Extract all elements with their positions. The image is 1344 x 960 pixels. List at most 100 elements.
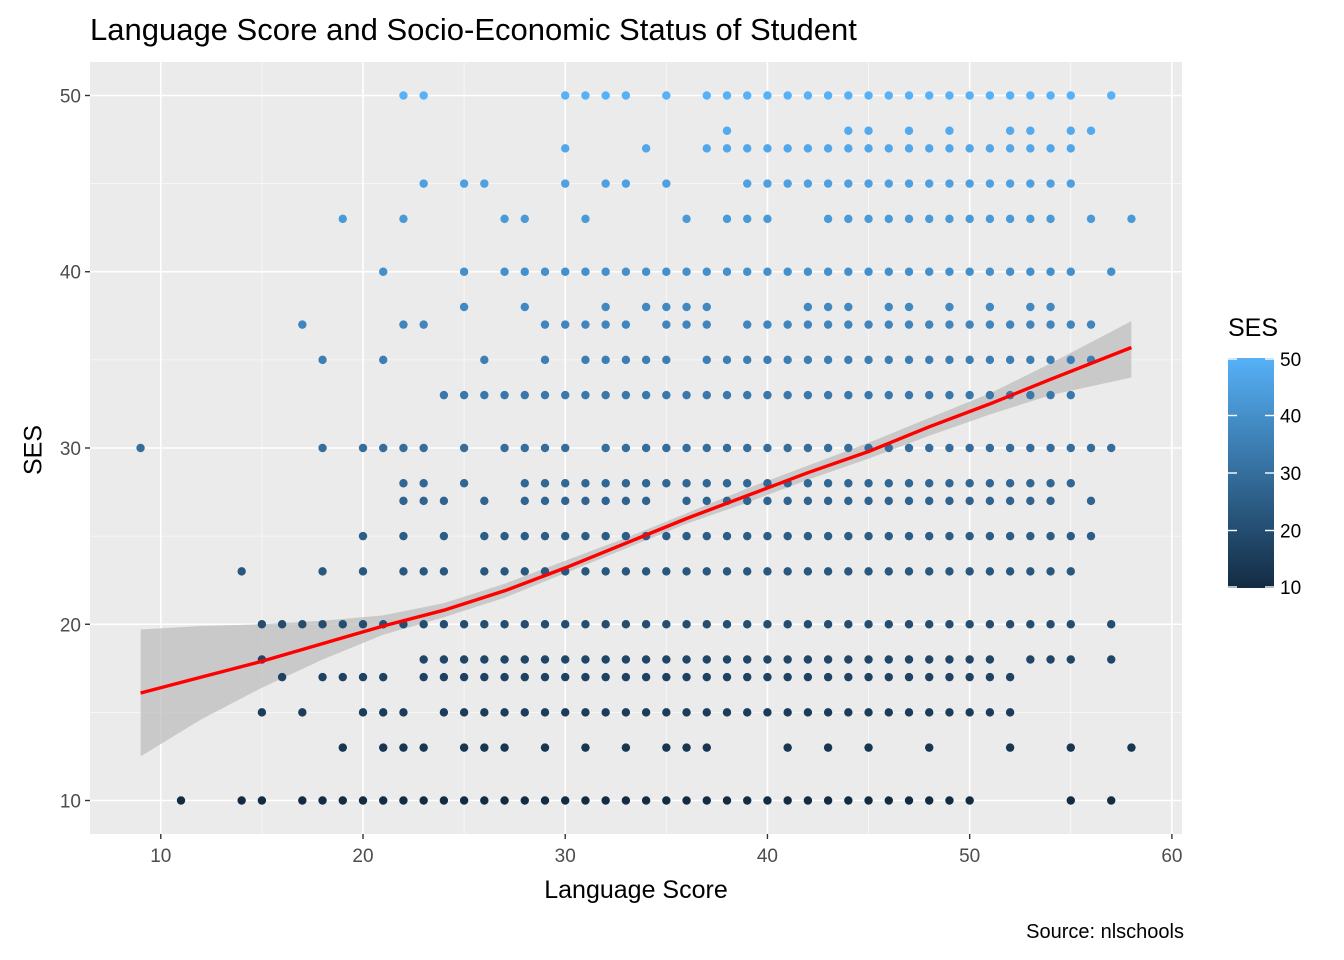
data-point [581,479,590,488]
data-point [844,567,853,576]
data-point [561,267,570,276]
data-point [358,531,368,541]
data-point [1066,179,1075,188]
data-point [783,443,792,453]
data-point [419,796,428,805]
data-point [621,267,631,276]
data-point [722,355,732,365]
data-point [298,796,307,805]
data-point [985,267,995,276]
data-point [904,708,914,717]
data-point [480,179,489,188]
data-point [965,531,974,541]
data-point [662,708,671,717]
data-point [803,796,813,805]
data-point [439,620,449,629]
data-point [783,743,792,752]
data-point [581,655,590,664]
data-point [722,655,732,664]
data-point [925,655,934,664]
data-point [844,214,853,224]
data-point [763,390,772,400]
colorbar-label: 40 [1280,407,1301,428]
data-point [702,91,711,100]
data-point [1066,126,1075,135]
data-point [540,796,550,805]
data-point [743,796,752,805]
data-point [702,320,711,329]
data-point [358,796,368,805]
data-point [621,708,631,717]
data-point [540,531,550,541]
data-point [641,496,651,506]
data-point [925,531,934,541]
data-point [439,496,449,506]
data-point [1046,355,1055,365]
data-point [459,672,469,682]
colorbar-label: 10 [1280,578,1301,599]
data-point [743,708,752,717]
data-point [823,567,833,576]
data-point [379,355,388,365]
data-point [763,567,772,576]
data-point [864,567,873,576]
data-point [783,796,792,805]
data-point [985,443,995,453]
data-point [904,91,914,100]
data-point [459,302,469,312]
data-point [803,144,813,153]
data-point [1005,214,1015,224]
data-point [257,708,267,717]
data-point [844,479,853,488]
data-point [500,214,509,224]
data-point [439,531,449,541]
data-point [338,743,347,752]
data-point [561,320,570,329]
data-point [803,355,813,365]
color-legend: 10 20 30 40 50 [1228,350,1301,599]
data-point [965,144,974,153]
data-point [844,126,853,135]
data-point [985,531,995,541]
data-point [722,531,732,541]
data-point [318,620,327,629]
data-point [985,144,995,153]
data-point [500,620,509,629]
data-point [439,672,449,682]
data-point [540,267,550,276]
data-point [985,302,995,312]
data-point [379,443,388,453]
data-point [641,567,651,576]
data-point [702,796,711,805]
data-point [581,320,590,329]
data-point [985,91,995,100]
data-point [682,567,691,576]
data-point [1046,91,1055,100]
data-point [1005,355,1015,365]
data-point [783,390,792,400]
data-point [763,267,772,276]
data-point [803,390,813,400]
data-point [823,796,833,805]
data-point [1026,179,1035,188]
x-tick-label: 20 [352,846,373,867]
data-point [763,320,772,329]
data-point [783,355,792,365]
data-point [945,567,954,576]
data-point [743,390,752,400]
data-point [399,91,408,100]
data-point [743,179,752,188]
data-point [945,672,954,682]
chart-caption: Source: nlschools [1026,921,1184,943]
data-point [1107,620,1116,629]
data-point [803,496,813,506]
data-point [884,355,893,365]
data-point [925,479,934,488]
data-point [601,655,610,664]
data-point [1046,443,1055,453]
data-point [641,479,651,488]
data-point [823,267,833,276]
data-point [439,796,449,805]
data-point [985,708,995,717]
data-point [763,443,772,453]
